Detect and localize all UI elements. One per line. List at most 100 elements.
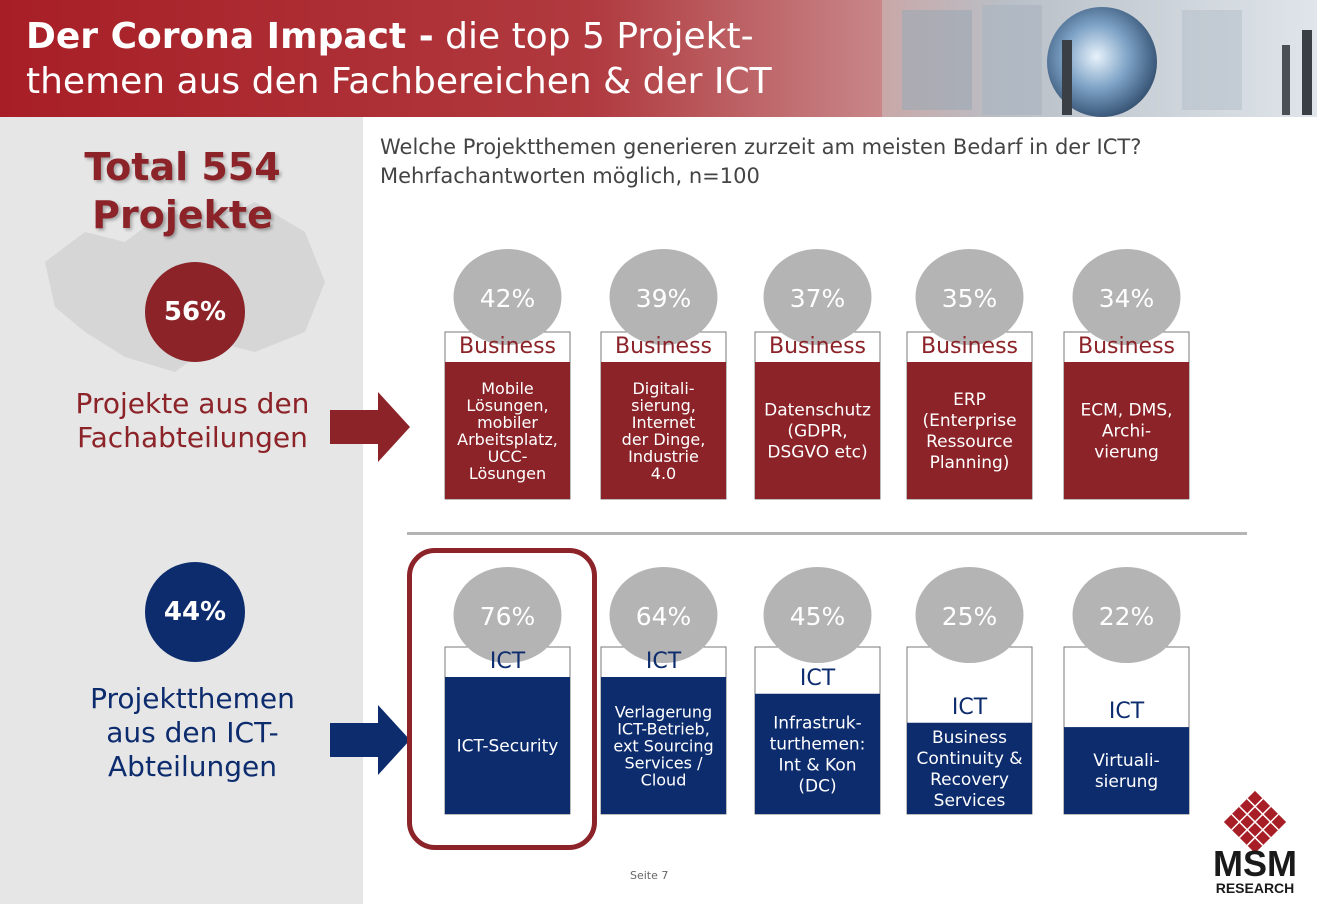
ict-arrow-icon bbox=[330, 705, 410, 775]
value-label: 22% bbox=[1099, 602, 1155, 631]
value-bubble bbox=[609, 249, 718, 345]
category-label: Virtuali- bbox=[1093, 751, 1159, 771]
category-label: mobiler bbox=[477, 413, 538, 432]
left-summary-panel: Total 554 Projekte 56% Projekte aus den … bbox=[0, 117, 363, 904]
category-label: Ressource bbox=[926, 432, 1013, 452]
ict-label-line3: Abteilungen bbox=[108, 750, 277, 783]
category-label: ext Sourcing bbox=[613, 737, 713, 756]
logo-line1: MSM bbox=[1213, 843, 1297, 884]
bar bbox=[1064, 362, 1189, 499]
category-label: ERP bbox=[953, 390, 986, 410]
group-box-label: Business bbox=[1078, 334, 1175, 359]
value-label: 39% bbox=[636, 284, 692, 313]
value-bubble bbox=[1072, 567, 1181, 663]
category-label: Mobile bbox=[481, 379, 533, 398]
category-label: Recovery bbox=[930, 770, 1009, 790]
category-label: Services / bbox=[625, 754, 704, 773]
group-box-label: Business bbox=[921, 334, 1018, 359]
category-label: Digitali- bbox=[632, 379, 694, 398]
category-label: sierung bbox=[1095, 772, 1158, 792]
value-label: 64% bbox=[636, 602, 692, 631]
total-projects-heading: Total 554 Projekte bbox=[10, 143, 355, 239]
header-banner: Der Corona Impact - die top 5 Projekt- t… bbox=[0, 0, 1317, 117]
category-label: Planning) bbox=[930, 453, 1010, 473]
category-label: Lösungen, bbox=[466, 396, 548, 415]
business-share-circle: 56% bbox=[145, 262, 245, 362]
category-label: sierung, bbox=[631, 396, 696, 415]
total-line2: Projekte bbox=[92, 193, 273, 237]
logo-line2: RESEARCH bbox=[1216, 880, 1295, 896]
value-label: 34% bbox=[1099, 284, 1155, 313]
category-label: Cloud bbox=[641, 771, 687, 790]
group-box-label: ICT bbox=[646, 649, 682, 674]
value-label: 45% bbox=[790, 602, 846, 631]
category-label: turthemen: bbox=[770, 734, 866, 754]
business-group-label: Projekte aus den Fachabteilungen bbox=[20, 387, 365, 455]
value-bubble bbox=[763, 249, 872, 345]
group-box-label: ICT bbox=[490, 649, 526, 674]
category-label: Int & Kon bbox=[779, 755, 857, 775]
section-divider bbox=[407, 532, 1247, 535]
title-line2: themen aus den Fachbereichen & der ICT bbox=[26, 61, 772, 102]
bar bbox=[445, 362, 570, 499]
value-bubble bbox=[763, 567, 872, 663]
page-title: Der Corona Impact - die top 5 Projekt- t… bbox=[26, 14, 906, 104]
category-label: ECM, DMS, bbox=[1080, 401, 1172, 421]
value-bubble bbox=[453, 567, 562, 663]
business-label-line2: Fachabteilungen bbox=[77, 421, 308, 454]
ict-label-line2: aus den ICT- bbox=[106, 716, 279, 749]
title-bold: Der Corona Impact - bbox=[26, 16, 434, 57]
value-bubble bbox=[1072, 249, 1181, 345]
question-line1: Welche Projektthemen generieren zurzeit … bbox=[380, 135, 1142, 159]
bar bbox=[755, 693, 880, 814]
page-number: Seite 7 bbox=[630, 869, 669, 882]
value-bubble bbox=[915, 567, 1024, 663]
business-arrow-icon bbox=[330, 392, 410, 462]
category-label: (DC) bbox=[798, 776, 836, 796]
category-label: Infrastruk- bbox=[773, 713, 861, 733]
bar bbox=[445, 677, 570, 814]
category-label: Services bbox=[934, 791, 1006, 811]
survey-question: Welche Projektthemen generieren zurzeit … bbox=[380, 133, 1310, 191]
category-label: Lösungen bbox=[469, 464, 546, 483]
value-label: 35% bbox=[942, 284, 998, 313]
value-label: 76% bbox=[480, 602, 536, 631]
category-label: (Enterprise bbox=[922, 411, 1016, 431]
msm-research-logo: MSM RESEARCH bbox=[1213, 790, 1297, 896]
header-photo-image bbox=[882, 0, 1317, 117]
group-box-label: ICT bbox=[1109, 699, 1145, 724]
title-rest: die top 5 Projekt- bbox=[445, 16, 754, 57]
group-box-label: Business bbox=[615, 334, 712, 359]
category-label: (GDPR, bbox=[787, 422, 847, 442]
bar bbox=[755, 362, 880, 499]
group-box-label: Business bbox=[769, 334, 866, 359]
top-item-highlight-frame bbox=[407, 548, 597, 850]
group-box-label: Business bbox=[459, 334, 556, 359]
ict-label-line1: Projektthemen bbox=[90, 682, 295, 715]
business-label-line1: Projekte aus den bbox=[75, 387, 310, 420]
value-bubble bbox=[609, 567, 718, 663]
ict-group-label: Projektthemen aus den ICT- Abteilungen bbox=[20, 682, 365, 784]
category-label: DSGVO etc) bbox=[767, 443, 867, 463]
category-label: Datenschutz bbox=[764, 401, 871, 421]
category-label: Business bbox=[932, 728, 1007, 748]
value-label: 42% bbox=[480, 284, 536, 313]
value-label: 25% bbox=[942, 602, 998, 631]
question-line2: Mehrfachantworten möglich, n=100 bbox=[380, 164, 760, 188]
total-line1: Total 554 bbox=[84, 145, 281, 189]
group-box-label: ICT bbox=[800, 666, 836, 691]
category-label: Industrie bbox=[628, 447, 699, 466]
category-label: Arbeitsplatz, bbox=[457, 430, 558, 449]
category-label: UCC- bbox=[488, 447, 528, 466]
bar bbox=[1064, 727, 1189, 814]
value-bubble bbox=[453, 249, 562, 345]
category-label: der Dinge, bbox=[622, 430, 706, 449]
bar bbox=[601, 362, 726, 499]
value-bubble bbox=[915, 249, 1024, 345]
category-label: 4.0 bbox=[651, 464, 676, 483]
bar bbox=[907, 722, 1032, 814]
category-label: ICT-Security bbox=[457, 737, 559, 757]
category-label: vierung bbox=[1094, 443, 1159, 463]
category-label: Continuity & bbox=[916, 749, 1022, 769]
